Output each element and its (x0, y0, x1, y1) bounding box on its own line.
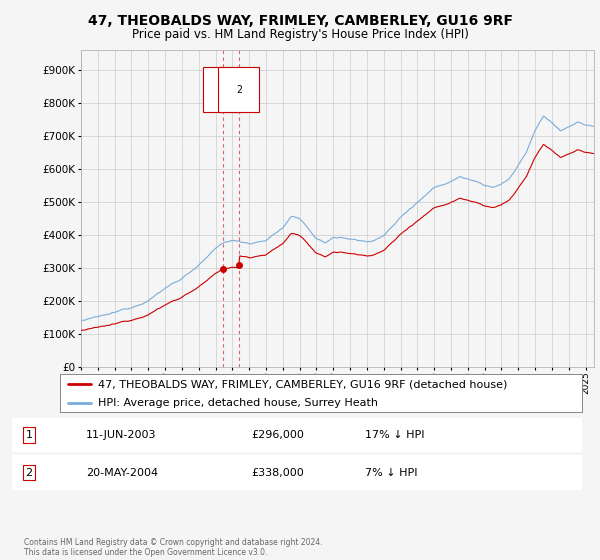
Text: Contains HM Land Registry data © Crown copyright and database right 2024.
This d: Contains HM Land Registry data © Crown c… (24, 538, 323, 557)
Text: £338,000: £338,000 (251, 468, 304, 478)
Text: £296,000: £296,000 (251, 430, 304, 440)
Text: 2: 2 (26, 468, 32, 478)
Text: 1: 1 (220, 85, 226, 95)
Text: 7% ↓ HPI: 7% ↓ HPI (365, 468, 418, 478)
Text: HPI: Average price, detached house, Surrey Heath: HPI: Average price, detached house, Surr… (98, 398, 377, 408)
Text: 47, THEOBALDS WAY, FRIMLEY, CAMBERLEY, GU16 9RF (detached house): 47, THEOBALDS WAY, FRIMLEY, CAMBERLEY, G… (98, 379, 507, 389)
Text: 47, THEOBALDS WAY, FRIMLEY, CAMBERLEY, GU16 9RF: 47, THEOBALDS WAY, FRIMLEY, CAMBERLEY, G… (88, 14, 512, 28)
Text: 11-JUN-2003: 11-JUN-2003 (86, 430, 157, 440)
Text: 17% ↓ HPI: 17% ↓ HPI (365, 430, 425, 440)
Text: 20-MAY-2004: 20-MAY-2004 (86, 468, 158, 478)
Text: Price paid vs. HM Land Registry's House Price Index (HPI): Price paid vs. HM Land Registry's House … (131, 28, 469, 41)
Text: 2: 2 (236, 85, 242, 95)
Text: 1: 1 (26, 430, 32, 440)
